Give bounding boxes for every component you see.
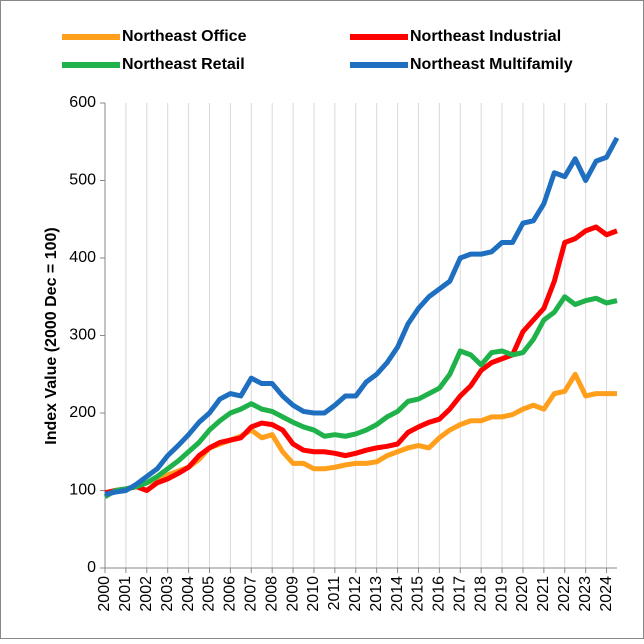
x-tick-label: 2013 [368,576,385,612]
x-tick-label: 2024 [598,576,615,612]
x-tick-label: 2002 [138,576,155,612]
y-axis-label: Index Value (2000 Dec = 100) [43,227,60,444]
legend-label: Northeast Multifamily [410,56,573,73]
x-tick-label: 2000 [96,576,113,612]
series-line [104,224,618,496]
x-tick-label: 2017 [451,576,468,612]
x-tick-label: 2018 [472,576,489,612]
x-tick-label: 2012 [347,576,364,612]
x-tick-label: 2020 [514,576,531,612]
x-tick-label: 2011 [326,576,343,611]
x-tick-label: 2015 [410,576,427,612]
series-line [104,136,620,497]
x-tick-label: 2016 [431,576,448,612]
legend-label: Northeast Industrial [410,28,561,45]
x-tick-label: 2021 [535,576,552,612]
x-tick-label: 2019 [493,576,510,612]
x-tick-label: 2008 [263,576,280,612]
x-tick-label: 2023 [577,576,594,612]
y-tick-label: 0 [87,559,96,576]
x-tick-label: 2005 [201,576,218,612]
x-tick-label: 2009 [284,576,301,612]
x-tick-label: 2004 [180,576,197,612]
x-tick-label: 2003 [159,576,176,612]
x-tick-label: 2022 [556,576,573,612]
x-tick-label: 2014 [389,576,406,612]
y-tick-label: 100 [69,482,96,499]
y-tick-label: 400 [69,249,96,266]
x-tick-label: 2007 [243,576,260,612]
legend-label: Northeast Retail [122,56,245,73]
x-tick-label: 2006 [222,576,239,612]
y-tick-label: 300 [69,327,96,344]
legend-label: Northeast Office [122,28,247,45]
y-tick-label: 600 [69,94,96,111]
x-tick-label: 2010 [305,576,322,612]
y-tick-label: 500 [69,172,96,189]
x-tick-label: 2001 [117,576,134,612]
series-line [103,294,618,499]
y-tick-label: 200 [69,404,96,421]
